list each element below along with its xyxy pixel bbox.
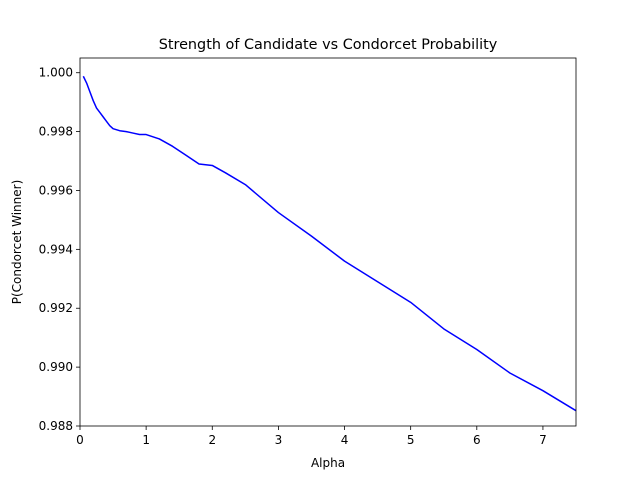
x-tick-label: 5 <box>407 433 415 447</box>
x-tick-label: 2 <box>208 433 216 447</box>
x-tick-label: 1 <box>142 433 150 447</box>
plot-frame <box>79 57 577 427</box>
chart-title: Strength of Candidate vs Condorcet Proba… <box>159 37 498 53</box>
x-tick-label: 3 <box>275 433 283 447</box>
x-tick-label: 4 <box>341 433 349 447</box>
y-tick-label: 1.000 <box>39 66 73 80</box>
y-tick-label: 0.992 <box>39 301 73 315</box>
y-tick-label: 0.988 <box>39 419 73 433</box>
line-series <box>82 75 577 412</box>
y-axis-label: P(Condorcet Winner) <box>10 180 24 305</box>
y-tick-label: 0.994 <box>39 242 73 256</box>
x-tick-label: 6 <box>473 433 481 447</box>
x-tick-label: 0 <box>76 433 84 447</box>
x-tick-label: 7 <box>539 433 547 447</box>
y-tick-label: 0.996 <box>39 183 73 197</box>
x-axis-label: Alpha <box>311 456 345 470</box>
y-tick-label: 0.990 <box>39 360 73 374</box>
y-tick-label: 0.998 <box>39 125 73 139</box>
